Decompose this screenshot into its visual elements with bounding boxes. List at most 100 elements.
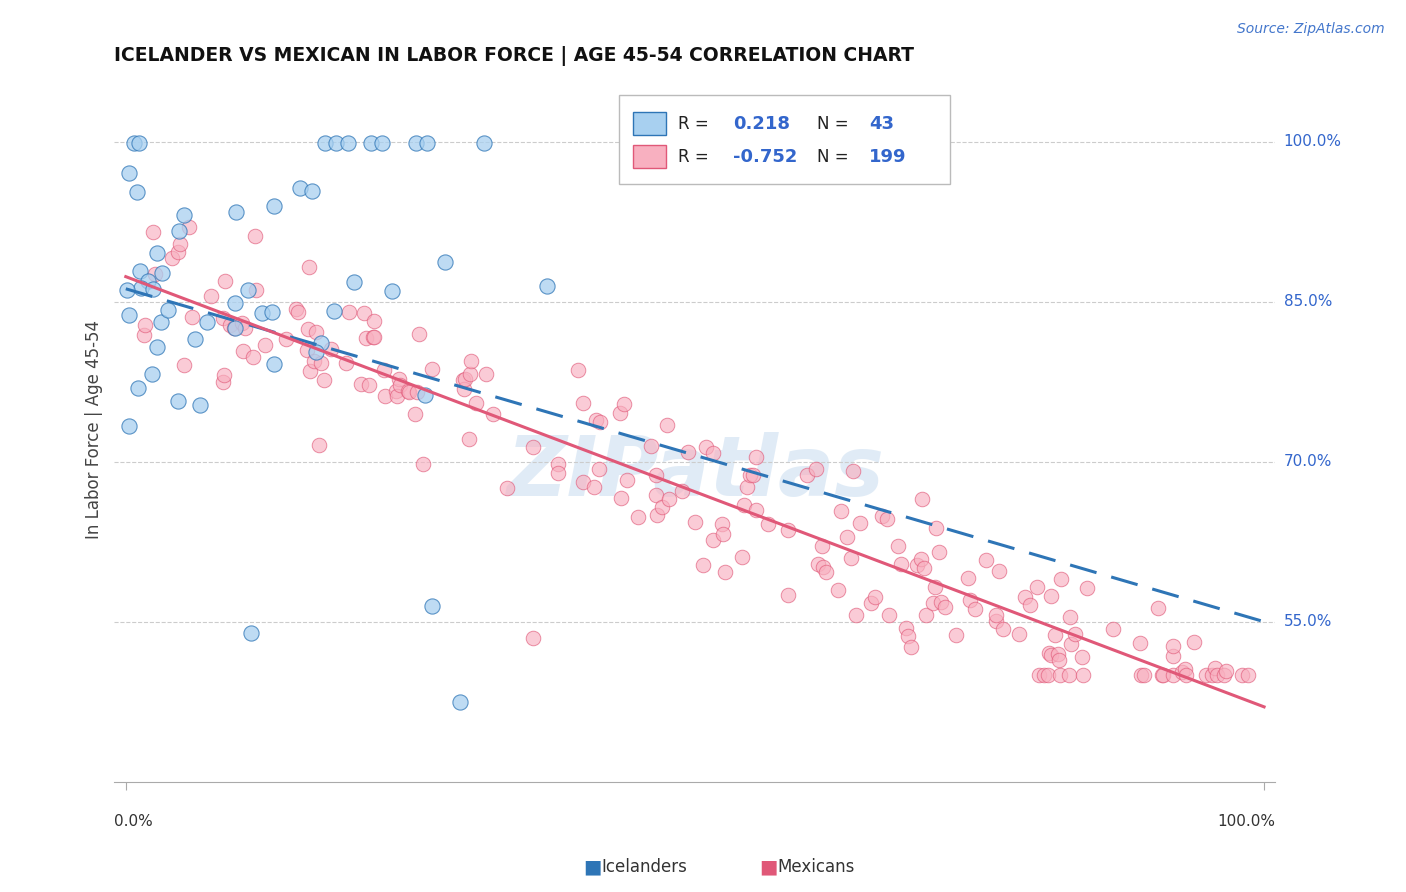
Point	[1152, 668, 1174, 682]
Point	[224, 320, 246, 334]
Point	[1236, 668, 1258, 682]
Text: 70.0%: 70.0%	[1284, 454, 1331, 469]
Point	[200, 289, 222, 303]
Point	[323, 304, 346, 318]
Text: N =: N =	[817, 148, 848, 166]
Text: ICELANDER VS MEXICAN IN LABOR FORCE | AGE 45-54 CORRELATION CHART: ICELANDER VS MEXICAN IN LABOR FORCE | AG…	[114, 46, 914, 66]
Point	[830, 504, 852, 518]
Point	[263, 199, 285, 213]
Y-axis label: In Labor Force | Age 45-54: In Labor Force | Age 45-54	[86, 320, 103, 540]
Point	[384, 384, 406, 399]
Point	[285, 302, 308, 317]
Point	[872, 509, 894, 524]
Point	[363, 330, 385, 344]
Point	[842, 464, 865, 478]
Point	[1195, 668, 1218, 682]
Point	[583, 480, 606, 494]
Point	[404, 407, 426, 421]
Point	[305, 325, 328, 339]
Point	[711, 527, 734, 541]
Point	[536, 279, 558, 293]
Point	[571, 475, 593, 489]
Point	[381, 284, 404, 298]
Point	[472, 136, 495, 150]
Text: 0.218: 0.218	[734, 115, 790, 133]
Point	[312, 373, 335, 387]
Point	[141, 367, 163, 381]
Point	[986, 608, 1008, 623]
Point	[183, 332, 205, 346]
Point	[993, 622, 1015, 636]
Point	[890, 557, 912, 571]
Text: 100.0%: 100.0%	[1218, 814, 1275, 829]
Point	[827, 582, 849, 597]
Point	[129, 281, 152, 295]
Point	[233, 321, 256, 335]
Point	[371, 136, 394, 150]
Point	[1102, 622, 1125, 636]
Point	[465, 395, 488, 409]
Point	[776, 523, 799, 537]
Point	[925, 521, 948, 535]
Point	[1132, 667, 1154, 681]
Point	[984, 614, 1007, 628]
Point	[321, 342, 343, 356]
Point	[460, 354, 482, 368]
Point	[353, 305, 375, 319]
Point	[454, 372, 477, 386]
Point	[134, 318, 156, 332]
Point	[685, 515, 707, 529]
Point	[302, 353, 325, 368]
Point	[173, 358, 195, 372]
Point	[388, 377, 411, 392]
Point	[924, 580, 946, 594]
Point	[845, 608, 868, 623]
FancyBboxPatch shape	[620, 95, 950, 184]
Point	[1049, 668, 1071, 682]
Point	[156, 302, 179, 317]
Point	[1076, 581, 1098, 595]
Point	[311, 335, 333, 350]
Point	[945, 628, 967, 642]
Point	[1038, 646, 1060, 660]
Point	[287, 305, 309, 319]
Point	[1174, 662, 1197, 676]
Point	[1073, 668, 1095, 682]
Point	[1047, 648, 1070, 662]
Point	[1028, 668, 1050, 682]
Point	[188, 398, 211, 412]
Point	[1059, 610, 1081, 624]
Point	[839, 550, 862, 565]
Point	[859, 596, 882, 610]
Point	[921, 596, 943, 610]
Point	[627, 510, 650, 524]
Point	[118, 309, 141, 323]
Point	[118, 166, 141, 180]
Point	[974, 553, 997, 567]
Point	[811, 539, 834, 553]
Point	[475, 367, 498, 381]
Point	[335, 356, 357, 370]
Point	[374, 389, 396, 403]
Point	[776, 588, 799, 602]
Point	[959, 593, 981, 607]
Point	[308, 438, 330, 452]
Point	[212, 368, 235, 382]
Point	[738, 468, 761, 483]
Point	[1174, 668, 1197, 682]
Point	[232, 344, 254, 359]
Point	[1171, 665, 1194, 679]
Point	[405, 385, 427, 400]
Point	[678, 444, 700, 458]
Point	[702, 446, 724, 460]
Point	[879, 608, 901, 623]
Point	[231, 316, 253, 330]
Point	[412, 457, 434, 471]
Point	[695, 440, 717, 454]
Text: 43: 43	[869, 115, 894, 133]
Point	[905, 558, 928, 572]
Text: R =: R =	[678, 115, 709, 133]
Text: Mexicans: Mexicans	[778, 858, 855, 876]
Point	[804, 462, 827, 476]
Point	[645, 467, 668, 482]
